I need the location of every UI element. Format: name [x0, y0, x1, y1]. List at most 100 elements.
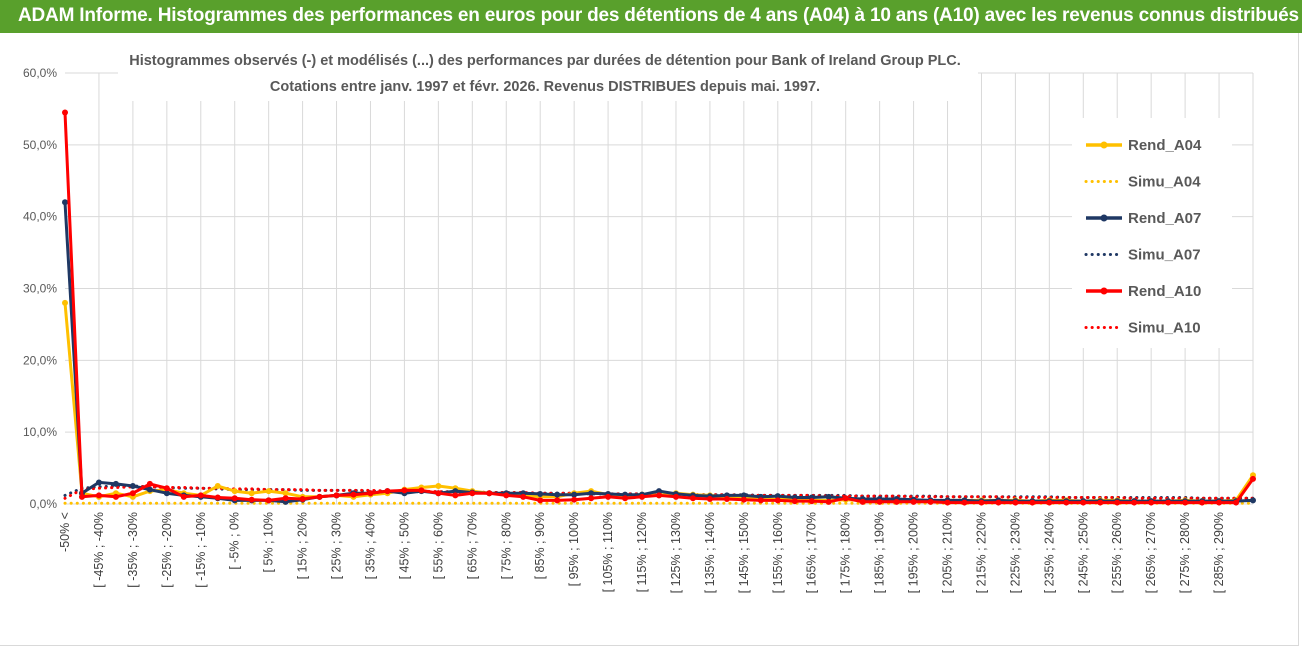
data-point-rend_a07	[146, 486, 153, 493]
legend-label: Rend_A07	[1128, 210, 1201, 227]
data-point-rend_a10	[503, 492, 510, 499]
data-point-rend_a04	[214, 483, 221, 490]
data-point-rend_a10	[706, 495, 713, 502]
legend-label: Rend_A04	[1128, 137, 1202, 154]
data-point-rend_a10	[95, 492, 102, 499]
data-point-rend_a07	[588, 490, 595, 497]
chart-title-box	[118, 43, 978, 101]
data-point-rend_a10	[740, 496, 747, 503]
x-tick-label: [ 35% ; 40%	[363, 512, 377, 579]
data-point-rend_a10	[1029, 499, 1036, 506]
x-tick-label: [ 235% ; 240%	[1042, 512, 1056, 593]
data-point-rend_a10	[129, 490, 136, 497]
x-tick-label: [ 75% ; 80%	[499, 512, 513, 579]
data-point-rend_a07	[774, 493, 781, 500]
data-point-rend_a10	[1131, 499, 1138, 506]
legend-marker	[1100, 214, 1108, 222]
x-tick-label: -50% <	[58, 512, 72, 552]
x-tick-label: [ -25% ; -20%	[160, 512, 174, 588]
data-point-rend_a04	[282, 490, 289, 497]
x-tick-label: [ 145% ; 150%	[737, 512, 751, 593]
legend-label: Simu_A07	[1128, 247, 1201, 264]
data-point-rend_a10	[248, 496, 255, 503]
data-point-rend_a07	[740, 492, 747, 499]
data-point-rend_a10	[537, 497, 544, 504]
legend-marker	[1100, 287, 1108, 295]
chart-title-line-1: Histogrammes observés (-) et modélisés (…	[129, 53, 961, 69]
legend-label: Simu_A04	[1128, 174, 1201, 191]
legend-label: Simu_A10	[1128, 320, 1201, 337]
x-tick-label: [ 5% ; 10%	[262, 512, 276, 572]
data-point-rend_a10	[418, 487, 425, 494]
data-point-rend_a07	[537, 490, 544, 497]
data-point-rend_a10	[791, 498, 798, 505]
y-tick-label: 10,0%	[23, 425, 57, 439]
x-tick-label: [ 95% ; 100%	[567, 512, 581, 586]
data-point-rend_a10	[282, 495, 289, 502]
page-title: ADAM Informe. Histogrammes des performan…	[18, 5, 1299, 26]
data-point-rend_a10	[995, 499, 1002, 506]
data-point-rend_a10	[486, 490, 493, 497]
data-point-rend_a10	[435, 490, 442, 497]
data-point-rend_a07	[452, 488, 459, 495]
data-point-rend_a10	[299, 495, 306, 502]
data-point-rend_a10	[1233, 499, 1240, 506]
data-point-rend_a07	[571, 491, 578, 498]
x-tick-label: [ -15% ; -10%	[194, 512, 208, 588]
data-point-rend_a10	[163, 485, 170, 492]
data-point-rend_a10	[588, 495, 595, 502]
data-point-rend_a07	[1250, 497, 1256, 504]
data-point-rend_a10	[1063, 499, 1070, 506]
data-point-rend_a10	[1250, 475, 1256, 482]
data-point-rend_a07	[62, 199, 68, 206]
data-point-rend_a10	[1097, 499, 1104, 506]
data-point-rend_a10	[180, 493, 187, 500]
data-point-rend_a10	[1046, 499, 1053, 506]
data-point-rend_a10	[639, 493, 646, 500]
data-point-rend_a10	[78, 493, 85, 500]
x-tick-label: [ 15% ; 20%	[296, 512, 310, 579]
x-tick-label: [ 85% ; 90%	[533, 512, 547, 579]
y-tick-label: 60,0%	[23, 66, 57, 80]
data-point-rend_a10	[859, 498, 866, 505]
data-point-rend_a10	[1114, 499, 1121, 506]
data-point-rend_a10	[723, 495, 730, 502]
chart-area: 0,0% 10,0% 20,0% 30,0% 40,0% 50,0% 60,0% -50% <…	[0, 33, 1299, 646]
x-tick-label: [ 225% ; 230%	[1008, 512, 1022, 593]
data-point-rend_a10	[893, 498, 900, 505]
x-tick-label: [ 265% ; 270%	[1144, 512, 1158, 593]
data-point-rend_a04	[265, 488, 272, 495]
x-tick-label: [ 65% ; 70%	[465, 512, 479, 579]
x-tick-label: [ 115% ; 120%	[635, 512, 649, 592]
data-point-rend_a10	[757, 497, 764, 504]
header-bar: ADAM Informe. Histogrammes des performan…	[0, 0, 1302, 33]
data-point-rend_a10	[401, 487, 408, 494]
x-tick-label: [ 25% ; 30%	[330, 512, 344, 579]
data-point-rend_a10	[469, 490, 476, 497]
x-tick-label: [ 135% ; 140%	[703, 512, 717, 593]
legend-label: Rend_A10	[1128, 283, 1201, 300]
legend-marker	[1100, 141, 1108, 149]
x-tick-label: [ 165% ; 170%	[805, 512, 819, 593]
data-point-rend_a10	[622, 495, 629, 502]
data-point-rend_a04	[248, 490, 255, 497]
data-point-rend_a10	[876, 498, 883, 505]
data-point-rend_a10	[808, 498, 815, 505]
x-tick-label: [ 155% ; 160%	[771, 512, 785, 593]
data-point-rend_a10	[554, 497, 561, 504]
x-tick-label: [ 285% ; 290%	[1212, 512, 1226, 593]
data-point-rend_a10	[1080, 499, 1087, 506]
data-point-rend_a10	[656, 492, 662, 499]
data-point-rend_a10	[1216, 499, 1223, 506]
data-point-rend_a10	[571, 496, 578, 503]
x-tick-label: [ 55% ; 60%	[431, 512, 445, 579]
y-tick-label: 20,0%	[23, 353, 57, 367]
data-point-rend_a10	[1182, 499, 1189, 506]
x-tick-label: [ 205% ; 210%	[941, 512, 955, 593]
data-point-rend_a10	[672, 493, 679, 500]
y-tick-label: 50,0%	[23, 138, 57, 152]
data-point-rend_a10	[842, 495, 849, 502]
legend-box	[1072, 118, 1232, 348]
x-tick-label: [ -45% ; -40%	[92, 512, 106, 588]
data-point-rend_a10	[961, 499, 968, 506]
